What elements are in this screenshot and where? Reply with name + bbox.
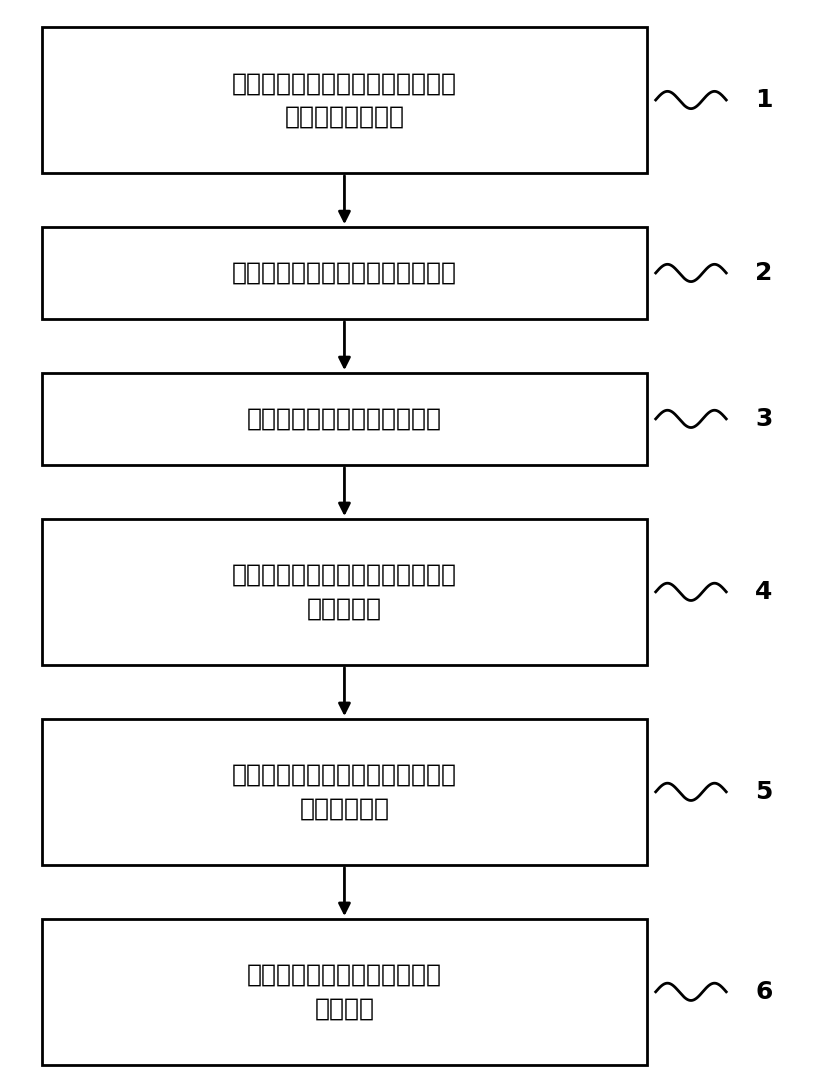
Text: 基于负荷日特性曲线提取出各类典
型负荷的特征参量: 基于负荷日特性曲线提取出各类典 型负荷的特征参量 [232, 71, 457, 129]
Text: 1: 1 [755, 88, 773, 112]
Text: 辨识负荷点的各类典型负荷的
构成比例: 辨识负荷点的各类典型负荷的 构成比例 [247, 963, 442, 1020]
Bar [42, 227, 647, 319]
Bar [42, 719, 647, 865]
Text: 3: 3 [755, 406, 773, 431]
Text: 空间尺度上实现对特征参量的修正: 空间尺度上实现对特征参量的修正 [232, 261, 457, 285]
Text: 求取聚类中心的典型特征矩阵: 求取聚类中心的典型特征矩阵 [247, 406, 442, 431]
Bar [42, 27, 647, 173]
Bar [42, 919, 647, 1065]
Text: 2: 2 [755, 261, 773, 285]
Text: 求取典型隶属度对各类典型负荷构
成比例的映射: 求取典型隶属度对各类典型负荷构 成比例的映射 [232, 763, 457, 820]
Text: 求取聚类中心向量对负荷点特征矩
阵的隶属度: 求取聚类中心向量对负荷点特征矩 阵的隶属度 [232, 563, 457, 620]
Text: 4: 4 [755, 579, 773, 604]
Bar [42, 519, 647, 665]
Bar [42, 373, 647, 465]
Text: 6: 6 [755, 979, 773, 1004]
Text: 5: 5 [755, 779, 773, 804]
